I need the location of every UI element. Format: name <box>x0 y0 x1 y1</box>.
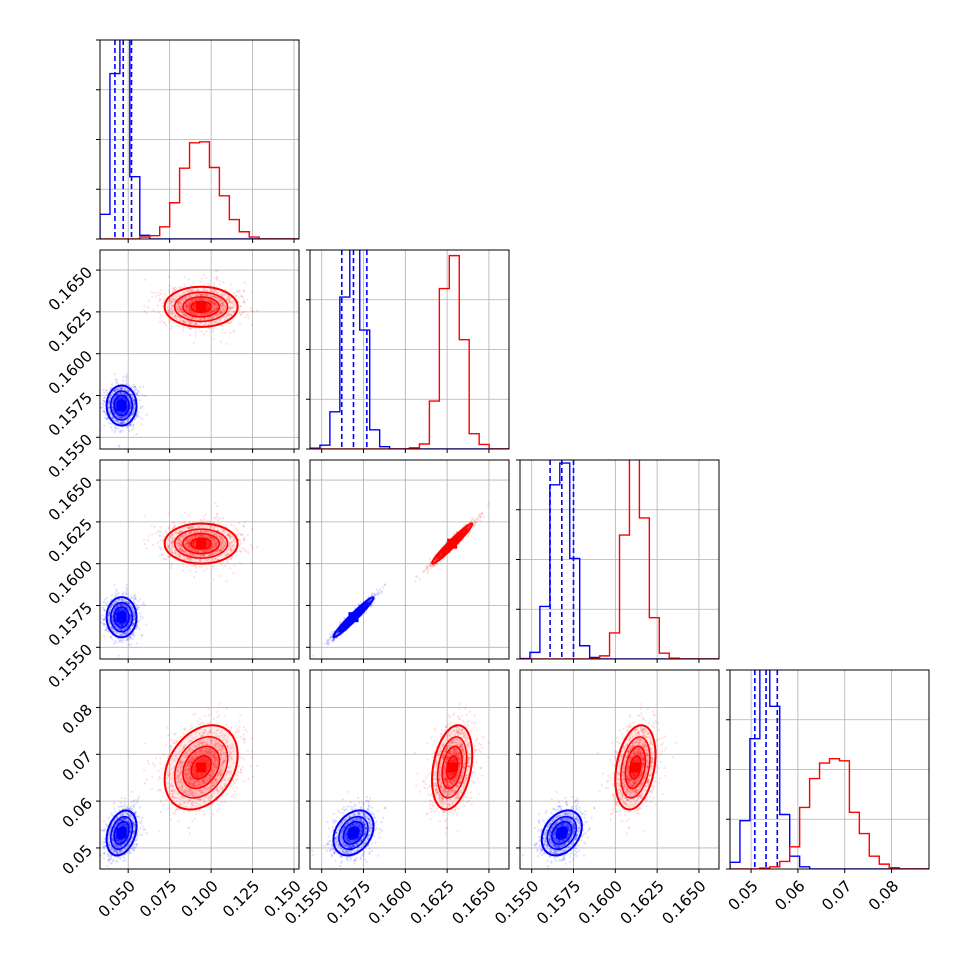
scatter-panel-1-0 <box>100 269 259 448</box>
histograms <box>310 250 509 449</box>
y-tick-label: 0.1600 <box>45 347 96 398</box>
density-peak <box>116 827 127 838</box>
grid-lines <box>100 250 299 449</box>
histograms <box>730 670 929 869</box>
density-peak <box>447 538 458 549</box>
histogram-series-0 <box>310 250 509 449</box>
tick-marks <box>306 249 490 453</box>
density-peak <box>348 827 359 838</box>
panel-frame <box>99 669 300 870</box>
tick-marks <box>516 459 700 663</box>
grid-lines <box>730 670 929 869</box>
scatter-panel-3-2 <box>522 703 677 869</box>
x-tick-label: 0.08 <box>865 877 902 914</box>
tick-marks <box>306 706 490 873</box>
histogram-series-0 <box>100 40 299 239</box>
x-tick-label: 0.1650 <box>659 877 710 928</box>
panel-frame <box>309 669 510 870</box>
histograms <box>520 460 719 659</box>
histogram-series-1 <box>520 460 719 659</box>
x-tick-label: 0.1625 <box>617 877 668 928</box>
x-tick-label: 0.100 <box>178 877 222 921</box>
x-tick-label: 0.1575 <box>533 877 584 928</box>
x-tick-label: 0.07 <box>818 877 855 914</box>
x-tick-label: 0.1600 <box>365 877 416 928</box>
panel-frame <box>519 669 720 870</box>
density-peak <box>556 827 567 838</box>
y-tick-label: 0.1550 <box>45 431 96 482</box>
y-tick-label: 0.07 <box>59 748 96 785</box>
panel-frame <box>99 39 300 240</box>
density-peak <box>196 301 207 312</box>
density-peak <box>116 400 127 411</box>
y-tick-label: 0.05 <box>59 841 96 878</box>
density-peak <box>196 538 207 549</box>
tick-marks <box>96 39 295 243</box>
y-tick-label: 0.1625 <box>45 515 96 566</box>
density-peak <box>630 762 641 773</box>
panel-frame <box>309 459 510 660</box>
tick-marks <box>96 479 295 663</box>
y-tick-label: 0.06 <box>59 794 96 831</box>
panel-frame <box>99 459 300 660</box>
x-tick-label: 0.1550 <box>491 877 542 928</box>
histogram-series-0 <box>520 462 719 659</box>
scatter-panel-3-1 <box>311 703 490 869</box>
histogram-series-1 <box>310 254 509 449</box>
x-tick-label: 0.075 <box>136 877 180 921</box>
panel-frame <box>519 459 720 660</box>
y-tick-label: 0.1550 <box>45 641 96 692</box>
density-peak <box>116 612 127 623</box>
tick-marks <box>726 669 893 873</box>
x-tick-label: 0.1600 <box>575 877 626 928</box>
panel-frame <box>729 669 930 870</box>
scatter-panel-2-0 <box>100 502 259 657</box>
density-peak <box>447 762 458 773</box>
histogram-series-0 <box>730 670 929 869</box>
grid-lines <box>310 670 509 869</box>
y-tick-label: 0.1650 <box>45 473 96 524</box>
x-tick-label: 0.1650 <box>449 877 500 928</box>
histogram-series-1 <box>730 757 929 869</box>
tick-marks <box>306 479 490 663</box>
y-tick-label: 0.1625 <box>45 305 96 356</box>
x-tick-label: 0.125 <box>219 877 263 921</box>
panel-frame <box>99 249 300 450</box>
x-tick-label: 0.1575 <box>323 877 374 928</box>
y-tick-label: 0.08 <box>59 701 96 738</box>
tick-marks <box>516 706 700 873</box>
tick-marks <box>96 269 295 453</box>
histogram-series-1 <box>100 141 299 239</box>
scatter-panel-3-0 <box>100 703 259 869</box>
y-tick-label: 0.1575 <box>45 599 96 650</box>
y-tick-label: 0.1600 <box>45 557 96 608</box>
tick-marks <box>96 706 295 873</box>
x-tick-label: 0.050 <box>95 877 139 921</box>
y-tick-label: 0.1650 <box>45 263 96 314</box>
density-peak <box>196 762 207 773</box>
grid-lines <box>100 40 299 239</box>
density-peak <box>348 612 359 623</box>
grid-lines <box>310 250 509 449</box>
y-tick-label: 0.1575 <box>45 389 96 440</box>
x-tick-label: 0.1625 <box>407 877 458 928</box>
grid-lines <box>310 460 509 659</box>
x-tick-label: 0.05 <box>725 877 762 914</box>
panel-frame <box>309 249 510 450</box>
x-tick-label: 0.06 <box>772 877 809 914</box>
histograms <box>100 40 299 239</box>
scatter-panel-2-1 <box>312 502 490 657</box>
